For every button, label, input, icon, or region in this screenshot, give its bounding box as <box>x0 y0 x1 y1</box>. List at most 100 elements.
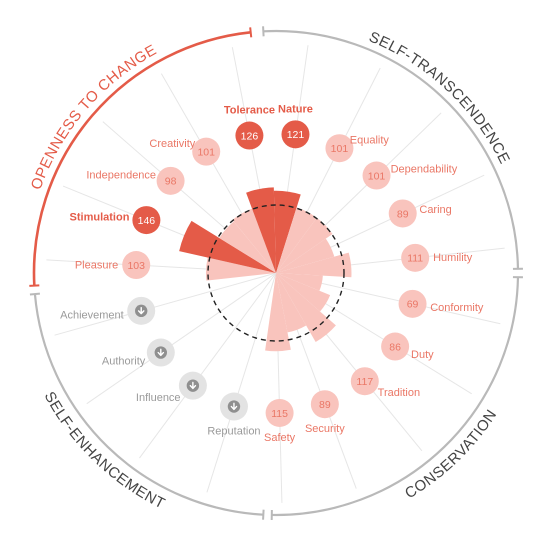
item-authority: Authority <box>102 338 175 368</box>
item-security: 89 Security <box>305 390 345 435</box>
value-label: Tradition <box>378 387 420 399</box>
value-label: Duty <box>411 349 434 361</box>
value-badge <box>281 120 310 149</box>
value-badge <box>401 243 430 272</box>
value-badge-text: 146 <box>138 215 156 227</box>
arrow-down-icon <box>135 304 148 318</box>
value-badge <box>265 398 294 427</box>
bar-duty <box>276 273 331 312</box>
value-label: Conformity <box>430 302 484 314</box>
item-safety: 115 Safety <box>264 398 296 444</box>
value-badge <box>325 134 354 163</box>
value-badge-text: 86 <box>389 341 401 353</box>
bar-dependability <box>276 217 333 273</box>
axis-spoke <box>206 272 277 493</box>
group-tick <box>29 292 40 296</box>
bar-creativity <box>232 208 276 273</box>
value-label: Caring <box>419 204 451 216</box>
value-label: Independence <box>86 169 156 181</box>
item-reputation: Reputation <box>207 392 261 438</box>
item-humility: 111 Humility <box>401 243 473 272</box>
axis-spokes <box>46 45 505 503</box>
bar-safety <box>265 273 291 352</box>
value-badge-text: 126 <box>241 130 259 142</box>
group-tick <box>262 26 265 37</box>
bar-caring <box>276 238 335 273</box>
group-tick <box>29 284 40 287</box>
item-nature: 121 Nature <box>278 103 313 149</box>
value-badge <box>398 289 427 318</box>
value-label: Achievement <box>60 310 124 322</box>
arrow-down-icon <box>227 400 241 413</box>
value-label: Tolerance <box>224 105 275 117</box>
axis-spoke <box>139 272 277 459</box>
value-label: Authority <box>102 356 146 368</box>
value-badge <box>381 332 410 361</box>
value-label: Stimulation <box>70 211 130 223</box>
value-label: Equality <box>350 134 390 146</box>
group-tick <box>262 509 265 520</box>
value-badge-text: 115 <box>271 408 288 420</box>
value-badge-text: 101 <box>331 143 349 155</box>
item-tolerance: 126 Tolerance <box>224 105 275 150</box>
item-tradition: 117 Tradition <box>350 367 420 399</box>
group-arc <box>263 29 520 269</box>
item-independence: 98 Independence <box>86 166 185 195</box>
value-badge-text: 69 <box>407 299 419 311</box>
axis-spoke <box>54 272 277 336</box>
bar-security <box>276 273 307 333</box>
item-pleasure: 103 Pleasure <box>75 251 151 280</box>
value-badge-text: 89 <box>319 399 331 411</box>
bar-humility <box>276 252 352 278</box>
group-label: CONSERVATION <box>402 406 500 502</box>
value-badge <box>132 206 161 235</box>
value-badge-text: 98 <box>165 176 177 188</box>
value-badge-text: 101 <box>197 146 215 158</box>
bar-stimulation <box>179 220 276 273</box>
item-stimulation: 146 Stimulation <box>70 206 161 235</box>
value-badge-text: 89 <box>397 208 409 220</box>
value-badge <box>388 199 417 228</box>
value-label: Creativity <box>149 138 195 150</box>
arrow-down-icon <box>186 379 200 392</box>
value-label: Pleasure <box>75 259 118 271</box>
group-arc <box>32 31 251 286</box>
value-badge <box>350 367 379 396</box>
item-dependability: 101 Dependability <box>362 161 458 190</box>
group-arc <box>33 293 264 516</box>
value-label: Influence <box>136 392 181 404</box>
value-badge <box>192 137 221 166</box>
value-badge-text: 121 <box>287 129 305 141</box>
item-conformity: 69 Conformity <box>398 289 484 318</box>
group-label: SELF-ENHANCEMENT <box>41 389 168 513</box>
bar-independence <box>219 221 276 273</box>
bar-equality <box>276 207 317 273</box>
item-influence: Influence <box>136 371 207 404</box>
value-label: Reputation <box>207 426 260 438</box>
value-badge-text: 103 <box>127 260 145 272</box>
arrow-down-icon <box>154 346 167 359</box>
value-label: Safety <box>264 432 296 444</box>
value-badge <box>156 166 185 195</box>
bar-nature <box>273 190 301 273</box>
value-badge <box>310 390 339 419</box>
value-badge-text: 111 <box>407 253 423 265</box>
axis-spoke <box>86 272 277 405</box>
baseline-circle <box>207 204 345 342</box>
group-tick <box>249 27 253 38</box>
item-duty: 86 Duty <box>381 332 434 361</box>
value-badge-text: 117 <box>356 376 373 388</box>
outer-ring <box>29 26 523 520</box>
bar-pleasure <box>205 257 276 281</box>
value-label: Security <box>305 423 345 435</box>
item-caring: 89 Caring <box>388 199 452 228</box>
group-arc <box>271 277 520 517</box>
bar-conformity <box>276 273 323 291</box>
value-label: Dependability <box>391 164 458 176</box>
value-label: Humility <box>433 252 473 264</box>
